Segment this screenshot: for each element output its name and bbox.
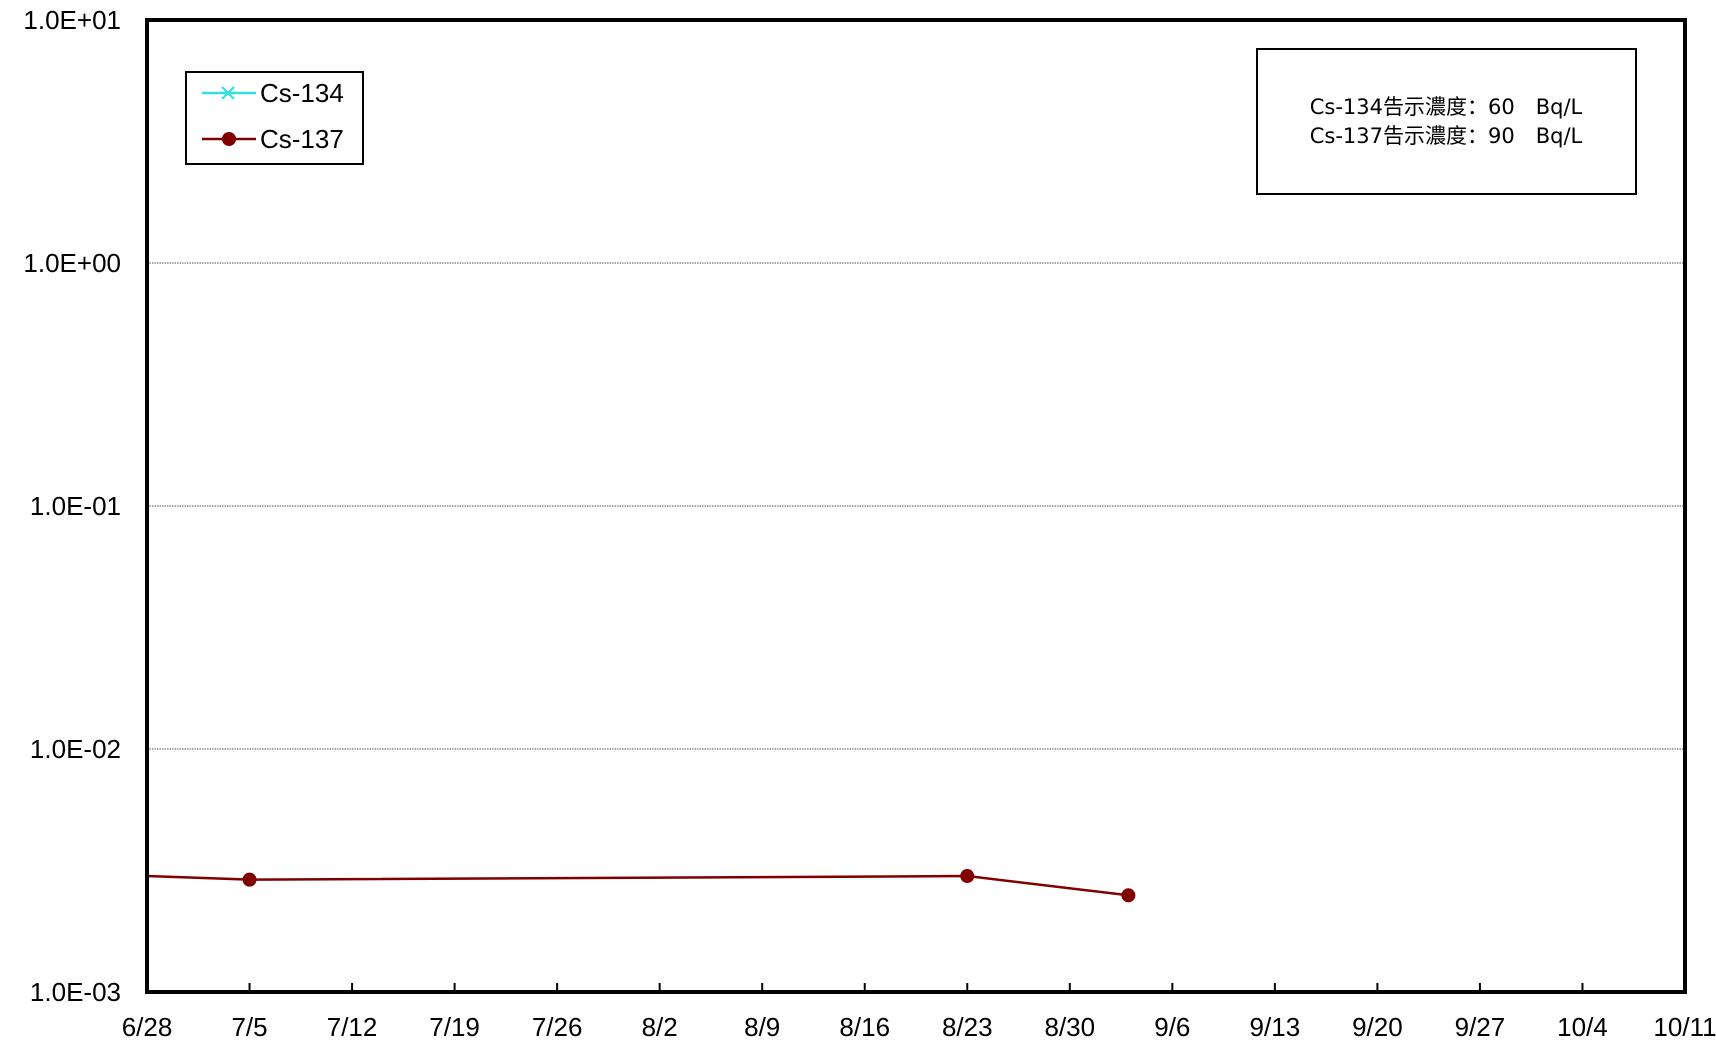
x-tick-label: 9/20 xyxy=(1352,1012,1403,1040)
plot-frame xyxy=(145,18,1687,994)
x-tick-label: 8/2 xyxy=(642,1012,678,1040)
annotation-frame xyxy=(1256,48,1637,195)
legend-marker-cs134 xyxy=(221,86,235,100)
x-tick-label: 8/23 xyxy=(942,1012,993,1040)
x-tick-label: 8/9 xyxy=(744,1012,780,1040)
data-point xyxy=(242,872,257,887)
data-point xyxy=(960,869,975,884)
x-tick-label: 9/27 xyxy=(1455,1012,1506,1040)
x-tick-label: 8/16 xyxy=(839,1012,890,1040)
y-tick-label: 1.0E+01 xyxy=(23,5,121,35)
y-tick-label: 1.0E-02 xyxy=(30,734,121,764)
x-tick-label: 6/28 xyxy=(122,1012,173,1040)
x-tick-label: 9/6 xyxy=(1154,1012,1190,1040)
legend-box xyxy=(185,71,364,165)
series-line-cs-137 xyxy=(146,874,1129,897)
x-tick-label: 7/26 xyxy=(532,1012,583,1040)
y-tick-label: 1.0E+00 xyxy=(23,248,121,278)
annotation-box: Cs-134告示濃度：60 Bq/L Cs-137告示濃度：90 Bq/L xyxy=(1256,48,1637,195)
x-tick-label: 10/4 xyxy=(1557,1012,1608,1040)
x-tick-label: 8/30 xyxy=(1044,1012,1095,1040)
legend-label-cs137: Cs-137 xyxy=(260,124,344,154)
x-tick-label: 7/5 xyxy=(231,1012,267,1040)
legend: Cs-134 Cs-137 xyxy=(185,71,364,165)
x-tick-label: 7/19 xyxy=(429,1012,480,1040)
annotation-line-cs137: Cs-137告示濃度：90 Bq/L xyxy=(1310,124,1583,148)
y-tick-label: 1.0E-01 xyxy=(30,491,121,521)
y-tick-label: 1.0E-03 xyxy=(30,977,121,1007)
x-tick-label: 10/11 xyxy=(1653,1012,1716,1040)
annotation-line-cs134: Cs-134告示濃度：60 Bq/L xyxy=(1310,95,1583,119)
legend-label-cs134: Cs-134 xyxy=(260,78,344,108)
data-point xyxy=(1121,888,1136,903)
x-tick-label: 9/13 xyxy=(1250,1012,1301,1040)
x-tick-label: 7/12 xyxy=(327,1012,378,1040)
legend-marker-cs137 xyxy=(222,132,236,146)
